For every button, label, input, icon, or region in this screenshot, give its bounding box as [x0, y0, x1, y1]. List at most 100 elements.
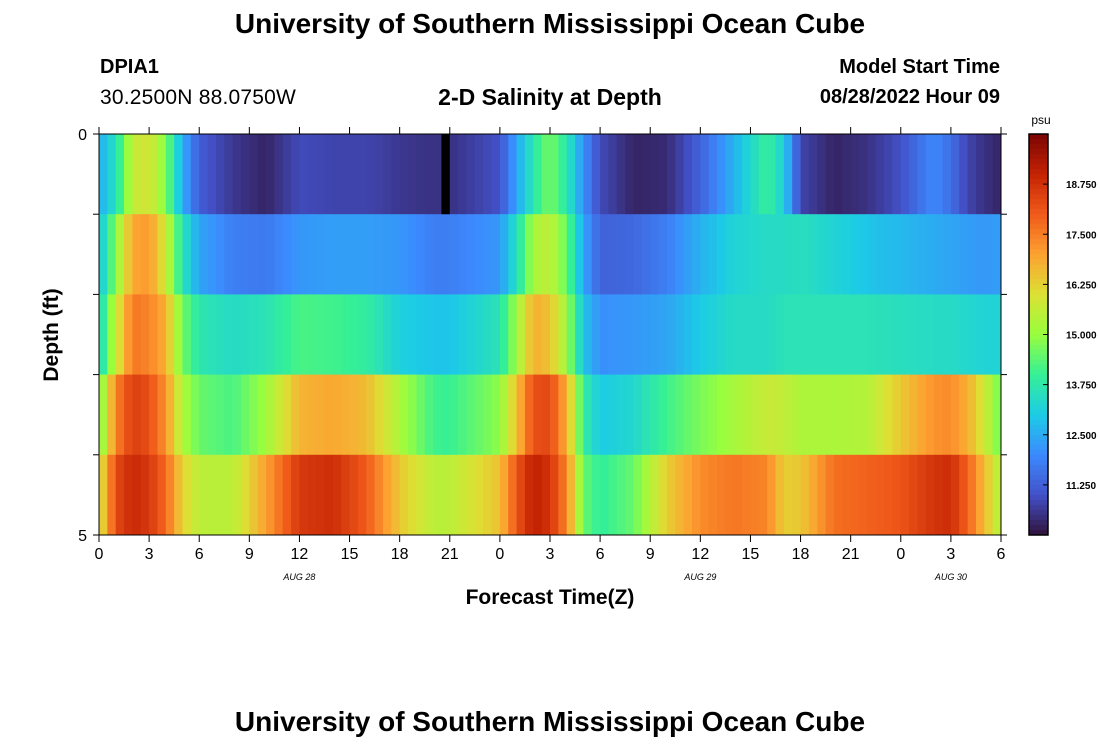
y-tick-label: 5: [78, 528, 87, 545]
colorbar-segment: [1029, 509, 1048, 516]
heatmap-cell: [725, 214, 735, 295]
heatmap-cell: [725, 454, 735, 536]
heatmap-cell: [157, 454, 167, 536]
heatmap-cell: [349, 134, 359, 215]
heatmap-cell: [934, 214, 943, 295]
heatmap-cell: [558, 374, 568, 456]
heatmap-cell: [959, 214, 968, 295]
heatmap-cell: [666, 214, 676, 295]
colorbar-segment: [1029, 324, 1048, 330]
x-tick-label: 15: [341, 546, 359, 563]
heatmap-cell: [366, 454, 376, 536]
heatmap-cell: [349, 454, 359, 536]
heatmap-cell: [825, 454, 835, 536]
x-tick-label: 6: [195, 546, 204, 563]
heatmap-cell: [725, 374, 735, 456]
heatmap-cell: [550, 374, 559, 456]
colorbar-segment: [1029, 504, 1048, 511]
colorbar-segment: [1029, 364, 1048, 371]
colorbar-segment: [1029, 494, 1048, 501]
heatmap-cell: [959, 374, 968, 456]
heatmap-cell: [633, 214, 643, 295]
heatmap-cell: [99, 374, 108, 456]
heatmap-cell: [583, 294, 593, 375]
page-title: University of Southern Mississippi Ocean…: [234, 8, 866, 39]
heatmap-cell: [249, 214, 259, 295]
heatmap-cell: [182, 454, 192, 536]
heatmap-cell: [875, 294, 885, 375]
heatmap-cell: [558, 454, 568, 536]
heatmap-cell: [633, 294, 643, 375]
heatmap-cell: [416, 134, 426, 215]
colorbar-segment: [1029, 419, 1048, 426]
heatmap-cell: [207, 454, 217, 536]
heatmap-cell: [374, 374, 384, 456]
colorbar-segment: [1029, 204, 1048, 210]
heatmap-cell: [550, 454, 559, 536]
heatmap-cell: [190, 134, 200, 215]
heatmap-cell: [240, 294, 250, 375]
heatmap-cell: [950, 294, 960, 375]
heatmap-cell: [324, 134, 334, 215]
colorbar-segment: [1029, 219, 1048, 225]
heatmap-cell: [408, 214, 417, 295]
heatmap-cell: [466, 374, 476, 456]
heatmap-cell: [650, 214, 659, 295]
heatmap-cell: [708, 294, 718, 375]
heatmap-cell: [424, 294, 434, 375]
heatmap-cell: [992, 134, 1002, 215]
heatmap-cell: [274, 214, 284, 295]
heatmap-cell: [575, 134, 584, 215]
colorbar-tick-label: 17.500: [1066, 230, 1097, 241]
heatmap-cell: [299, 214, 309, 295]
heatmap-cell: [892, 214, 902, 295]
heatmap-cell: [366, 214, 376, 295]
heatmap-cell: [215, 134, 225, 215]
heatmap-cell: [533, 454, 543, 536]
heatmap-cell: [257, 454, 267, 536]
heatmap-cell: [600, 454, 609, 536]
colorbar-segment: [1029, 299, 1048, 305]
heatmap-cell: [132, 374, 142, 456]
heatmap-cell: [691, 454, 701, 536]
heatmap-cell: [408, 374, 417, 456]
heatmap-cell: [132, 294, 142, 375]
heatmap-cell: [291, 454, 300, 536]
heatmap-cell: [758, 134, 768, 215]
heatmap-cell: [190, 374, 200, 456]
colorbar-segment: [1029, 469, 1048, 476]
heatmap-cell: [199, 294, 208, 375]
heatmap-cell: [992, 294, 1002, 375]
heatmap-cell: [124, 454, 133, 536]
model-start-value: 08/28/2022 Hour 09: [819, 86, 1000, 108]
heatmap-cell: [808, 294, 818, 375]
heatmap-cell: [449, 214, 459, 295]
heatmap-cell: [424, 214, 434, 295]
colorbar-tick-label: 16.250: [1066, 280, 1097, 291]
heatmap-cell: [825, 294, 835, 375]
x-tick-label: 3: [546, 546, 555, 563]
heatmap-cell: [867, 214, 877, 295]
heatmap-cell: [625, 454, 634, 536]
heatmap-cell: [416, 214, 426, 295]
date-label: AUG 30: [934, 572, 967, 582]
heatmap-cell: [566, 134, 576, 215]
heatmap-cell: [357, 134, 367, 215]
heatmap-cell: [307, 374, 317, 456]
colorbar-segment: [1029, 414, 1048, 421]
colorbar-segment: [1029, 264, 1048, 270]
heatmap-cell: [850, 454, 860, 536]
heatmap-cell: [524, 454, 534, 536]
heatmap-cell: [174, 454, 183, 536]
heatmap-cell: [499, 454, 509, 536]
heatmap-cell: [800, 294, 810, 375]
heatmap-cell: [274, 374, 284, 456]
heatmap-cell: [767, 374, 776, 456]
heatmap-cell: [341, 294, 350, 375]
colorbar-segment: [1029, 389, 1048, 396]
x-tick-label: 12: [291, 546, 309, 563]
heatmap-cell: [783, 134, 793, 215]
heatmap-cell: [174, 214, 183, 295]
heatmap-cell: [942, 134, 952, 215]
heatmap-cell: [433, 454, 442, 536]
